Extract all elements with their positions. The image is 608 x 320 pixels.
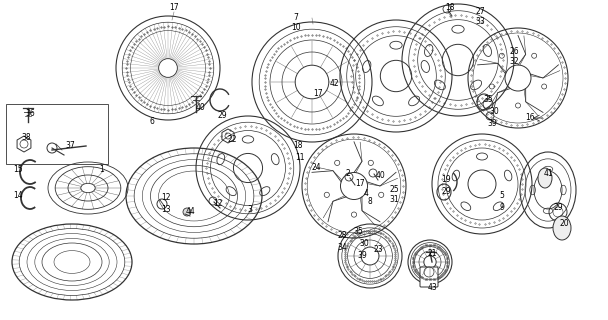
Text: 14: 14: [13, 191, 23, 201]
Text: 34: 34: [337, 244, 347, 252]
Text: 10: 10: [291, 23, 301, 33]
Text: 43: 43: [427, 284, 437, 292]
Text: 12: 12: [161, 194, 171, 203]
Text: 44: 44: [185, 207, 195, 217]
Text: 38: 38: [21, 133, 31, 142]
Text: 37: 37: [65, 141, 75, 150]
Text: 27: 27: [475, 7, 485, 17]
Text: 3: 3: [247, 205, 252, 214]
Text: 17: 17: [169, 4, 179, 12]
Text: 35: 35: [483, 95, 493, 105]
Text: 1: 1: [100, 165, 105, 174]
Text: 42: 42: [329, 79, 339, 89]
Text: 17: 17: [355, 180, 365, 188]
Text: 32: 32: [509, 58, 519, 67]
Text: 18: 18: [445, 4, 455, 12]
Text: 36: 36: [25, 109, 35, 118]
Text: 30: 30: [359, 239, 369, 249]
Text: 29: 29: [553, 204, 563, 212]
Text: 40: 40: [195, 103, 205, 113]
Text: 21: 21: [427, 250, 437, 259]
Text: 35: 35: [353, 228, 363, 236]
Text: 11: 11: [295, 154, 305, 163]
Text: 8: 8: [368, 197, 372, 206]
FancyBboxPatch shape: [420, 267, 438, 287]
Text: 30: 30: [489, 108, 499, 116]
Text: 39: 39: [487, 119, 497, 129]
Text: 29: 29: [217, 111, 227, 121]
Text: 33: 33: [475, 18, 485, 27]
Text: 18: 18: [293, 141, 303, 150]
Text: 40: 40: [375, 172, 385, 180]
Ellipse shape: [538, 168, 552, 188]
Text: 17: 17: [313, 90, 323, 99]
Circle shape: [183, 208, 191, 216]
Text: 4: 4: [364, 189, 368, 198]
Text: 20: 20: [559, 220, 569, 228]
Text: 16: 16: [525, 114, 535, 123]
Text: 9: 9: [500, 204, 505, 212]
Text: 29: 29: [441, 188, 451, 196]
Text: 23: 23: [373, 245, 383, 254]
Text: 28: 28: [337, 231, 347, 241]
Text: 15: 15: [13, 165, 23, 174]
Ellipse shape: [553, 216, 571, 240]
Text: 6: 6: [150, 117, 154, 126]
Text: 7: 7: [294, 13, 299, 22]
Text: 13: 13: [161, 205, 171, 214]
Text: 2: 2: [345, 170, 350, 179]
Text: 5: 5: [500, 191, 505, 201]
Text: 24: 24: [311, 164, 321, 172]
Text: 41: 41: [543, 170, 553, 179]
Text: 25: 25: [389, 186, 399, 195]
Text: 19: 19: [441, 175, 451, 185]
Text: 26: 26: [509, 47, 519, 57]
Text: 31: 31: [389, 196, 399, 204]
Text: 22: 22: [227, 135, 237, 145]
Text: 39: 39: [357, 252, 367, 260]
Text: 12: 12: [213, 199, 223, 209]
